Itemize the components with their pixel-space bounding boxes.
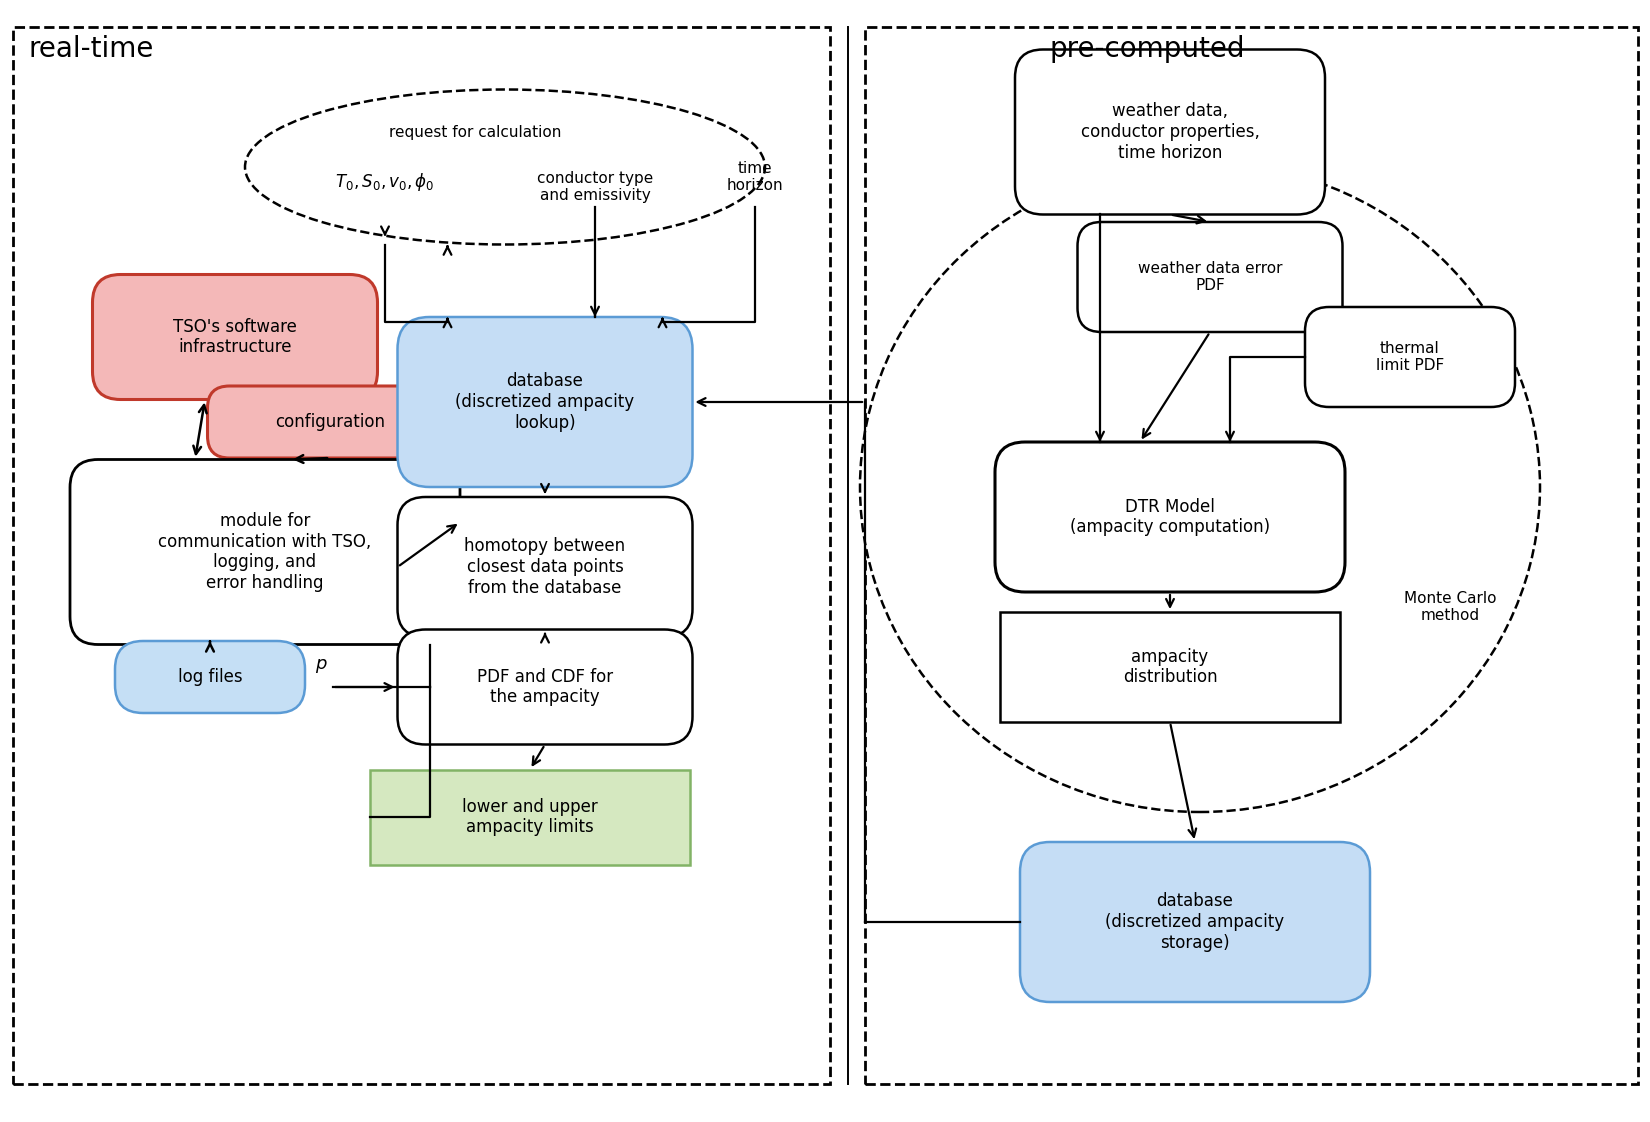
FancyBboxPatch shape <box>208 386 452 458</box>
Text: log files: log files <box>178 668 243 686</box>
Text: thermal
limit PDF: thermal limit PDF <box>1376 341 1444 374</box>
Text: request for calculation: request for calculation <box>389 125 561 139</box>
Text: time
horizon: time horizon <box>726 160 784 193</box>
Text: module for
communication with TSO,
logging, and
error handling: module for communication with TSO, loggi… <box>158 512 371 592</box>
FancyBboxPatch shape <box>92 275 378 399</box>
Text: $T_0, S_0, v_0, \phi_0$: $T_0, S_0, v_0, \phi_0$ <box>335 171 434 193</box>
FancyBboxPatch shape <box>1305 307 1515 407</box>
Text: homotopy between
closest data points
from the database: homotopy between closest data points fro… <box>464 537 625 597</box>
Text: conductor type
and emissivity: conductor type and emissivity <box>536 171 653 203</box>
FancyBboxPatch shape <box>1020 842 1370 1002</box>
FancyBboxPatch shape <box>370 770 690 864</box>
FancyBboxPatch shape <box>865 27 1638 1084</box>
FancyBboxPatch shape <box>1000 611 1340 721</box>
FancyBboxPatch shape <box>69 460 460 644</box>
FancyBboxPatch shape <box>13 27 830 1084</box>
Text: weather data,
conductor properties,
time horizon: weather data, conductor properties, time… <box>1081 102 1259 162</box>
FancyBboxPatch shape <box>1015 49 1325 214</box>
Ellipse shape <box>244 90 766 245</box>
Text: weather data error
PDF: weather data error PDF <box>1138 260 1282 293</box>
Text: PDF and CDF for
the ampacity: PDF and CDF for the ampacity <box>477 668 614 707</box>
FancyBboxPatch shape <box>1077 222 1343 332</box>
FancyBboxPatch shape <box>398 497 693 637</box>
FancyBboxPatch shape <box>995 442 1345 592</box>
FancyBboxPatch shape <box>116 641 305 712</box>
Text: Monte Carlo
method: Monte Carlo method <box>1404 591 1497 623</box>
Text: database
(discretized ampacity
storage): database (discretized ampacity storage) <box>1106 892 1285 951</box>
Text: real-time: real-time <box>28 35 153 63</box>
Text: pre-computed: pre-computed <box>1049 35 1246 63</box>
Text: DTR Model
(ampacity computation): DTR Model (ampacity computation) <box>1069 497 1270 536</box>
Text: $p$: $p$ <box>315 657 327 675</box>
Text: configuration: configuration <box>276 413 384 431</box>
Text: database
(discretized ampacity
lookup): database (discretized ampacity lookup) <box>455 373 635 432</box>
FancyBboxPatch shape <box>398 629 693 745</box>
FancyBboxPatch shape <box>398 318 693 487</box>
Text: lower and upper
ampacity limits: lower and upper ampacity limits <box>462 798 597 836</box>
Text: ampacity
distribution: ampacity distribution <box>1122 647 1218 687</box>
Ellipse shape <box>860 162 1539 812</box>
Text: TSO's software
infrastructure: TSO's software infrastructure <box>173 318 297 357</box>
